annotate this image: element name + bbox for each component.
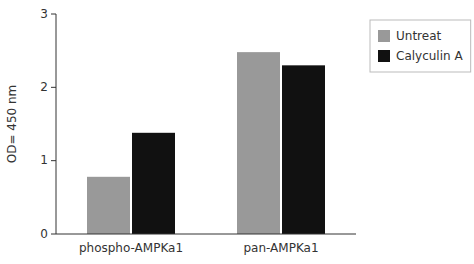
y-tick-label: 2 (40, 80, 48, 94)
legend: Untreat Calyculin A (370, 20, 471, 72)
y-tick-label: 3 (40, 7, 48, 21)
x-tick-label: phospho-AMPKa1 (79, 241, 183, 255)
bar (132, 133, 175, 234)
legend-swatch (378, 30, 390, 42)
legend-label: Calyculin A (396, 49, 463, 63)
bars (87, 52, 325, 234)
legend-swatch (378, 50, 390, 62)
bar (87, 177, 130, 234)
legend-frame (370, 20, 471, 72)
y-tick (51, 14, 56, 15)
y-tick (51, 160, 56, 161)
x-tick-label: pan-AMPKa1 (243, 241, 318, 255)
y-tick (51, 234, 56, 235)
chart: 0 1 2 3 phospho-AMPKa1 pan-AMPKa1 OD= 450 nm Un… (0, 0, 474, 264)
y-tick-label: 1 (40, 153, 48, 167)
bar (282, 65, 325, 234)
legend-label: Untreat (396, 29, 442, 43)
y-tick-label: 0 (40, 227, 48, 241)
y-tick (51, 87, 56, 88)
bar (237, 52, 280, 234)
x-axis-line (56, 234, 356, 235)
y-axis-line (56, 14, 57, 234)
y-axis-label: OD= 450 nm (5, 85, 19, 164)
